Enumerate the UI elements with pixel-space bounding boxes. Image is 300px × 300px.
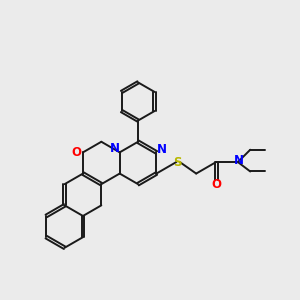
- Text: N: N: [157, 143, 167, 156]
- Text: S: S: [173, 156, 182, 169]
- Text: N: N: [110, 142, 119, 155]
- Text: O: O: [211, 178, 221, 191]
- Text: O: O: [71, 146, 82, 159]
- Text: N: N: [234, 154, 244, 166]
